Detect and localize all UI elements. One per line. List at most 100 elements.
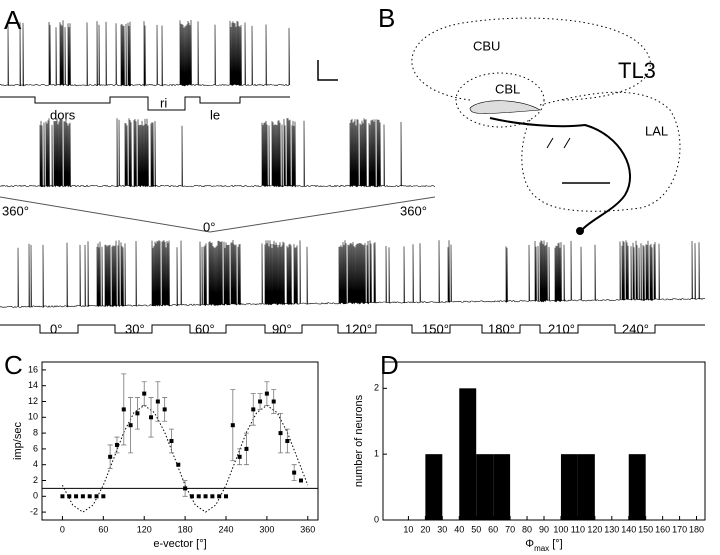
histogram-bar	[628, 454, 646, 520]
plot-frame	[41, 361, 319, 521]
data-point	[210, 494, 215, 499]
y-tick-label: 0	[374, 514, 379, 524]
y-tick-label: 12	[28, 396, 38, 406]
stimulus-label: ri	[160, 95, 167, 110]
data-point	[74, 494, 79, 499]
data-point	[251, 407, 256, 412]
scale-bar	[317, 60, 338, 81]
data-point	[128, 423, 133, 428]
data-point	[258, 399, 263, 404]
data-point	[183, 486, 188, 491]
data-point	[237, 454, 242, 459]
x-axis-label-part: max	[534, 544, 549, 553]
x-tick-label: 170	[672, 524, 687, 534]
y-tick-label: 4	[33, 459, 38, 469]
y-tick-label: 2	[33, 475, 38, 485]
stimulus-label: 120°	[345, 321, 372, 336]
data-point	[87, 494, 92, 499]
histogram-bar	[577, 454, 595, 520]
x-tick-label: 0	[60, 524, 65, 534]
data-point	[155, 399, 160, 404]
stimulus-label: 210°	[548, 321, 575, 336]
data-point	[244, 446, 249, 451]
x-tick-label: 60	[488, 524, 498, 534]
data-point	[94, 494, 99, 499]
x-tick-label: 120	[587, 524, 602, 534]
y-tick-label: 16	[28, 364, 38, 374]
x-axis-label-part: Φ	[525, 538, 534, 550]
data-point	[149, 415, 154, 420]
sweep-label: 360°	[400, 203, 427, 218]
y-tick-label: 6	[33, 443, 38, 453]
data-point	[121, 407, 126, 412]
data-point	[142, 391, 147, 396]
x-tick-label: 40	[454, 524, 464, 534]
stimulus-label: 0°	[50, 321, 62, 336]
neuron-label: TL3	[618, 58, 656, 83]
sweep-label: 0°	[203, 219, 215, 234]
y-tick-label: -2	[30, 506, 38, 516]
arrows	[546, 137, 571, 149]
x-tick-label: 50	[471, 524, 481, 534]
data-point	[114, 442, 119, 447]
stimulus-label: 150°	[422, 321, 449, 336]
lal-outline	[521, 91, 681, 212]
x-tick-label: 110	[571, 524, 585, 534]
y-axis-label: imp/sec	[12, 422, 24, 460]
x-tick-label: 100	[553, 524, 568, 534]
x-tick-label: 300	[259, 524, 274, 534]
arborization	[469, 100, 541, 114]
x-tick-label: 180	[689, 524, 704, 534]
data-point	[217, 494, 222, 499]
sweep-label: 360°	[2, 203, 29, 218]
neuron-drawing	[411, 17, 681, 235]
cbu-outline	[411, 17, 651, 101]
panel-letter: D	[380, 350, 399, 380]
stimulus-label: 30°	[125, 321, 145, 336]
stimulus-trace	[0, 96, 290, 111]
x-tick-label: 180	[178, 524, 193, 534]
spike-trace	[0, 117, 436, 188]
data-point	[271, 399, 276, 404]
data-point	[264, 391, 269, 396]
data-point	[203, 494, 208, 499]
y-tick-label: 14	[28, 380, 38, 390]
data-point	[278, 431, 283, 436]
x-tick-label: 150	[638, 524, 653, 534]
x-tick-label: 30	[437, 524, 447, 534]
data-point	[135, 411, 140, 416]
histogram-bar	[459, 388, 477, 520]
x-tick-label: 120	[137, 524, 152, 534]
histogram-bar	[425, 454, 443, 520]
data-point	[169, 439, 174, 443]
histogram-bar	[476, 454, 494, 520]
data-point	[285, 439, 290, 443]
x-tick-label: 140	[621, 524, 636, 534]
x-tick-label: 70	[505, 524, 515, 534]
histogram-bar	[493, 454, 511, 520]
x-tick-label: 10	[403, 524, 413, 534]
region-label: LAL	[645, 123, 668, 138]
y-tick-label: 8	[33, 427, 38, 437]
y-tick-label: 10	[28, 412, 38, 422]
stimulus-trace	[0, 324, 705, 334]
region-label: CBU	[473, 38, 500, 53]
data-point	[230, 423, 235, 428]
data-point	[176, 462, 181, 467]
data-point	[292, 470, 297, 475]
x-axis-label: e-vector [°]	[153, 538, 206, 550]
y-tick-label: 2	[374, 383, 379, 393]
stimulus-label: le	[210, 107, 220, 122]
x-tick-label: 130	[604, 524, 619, 534]
charts: 0 60 120 180 240 300 360-20246810121416imp/sec…	[12, 361, 706, 553]
stimulus-lines	[0, 60, 705, 334]
panel-letter: B	[378, 3, 395, 33]
sweep-line	[0, 196, 436, 233]
stimulus-labels: 0° 30° 60° 90° 120° 150° 180° 210° 240°	[50, 321, 649, 336]
x-axis-label-part: [°]	[552, 538, 563, 550]
panel-letters: A B C D	[4, 3, 399, 380]
data-point	[60, 494, 65, 499]
data-point	[224, 494, 228, 499]
x-tick-label: 240	[218, 524, 233, 534]
spike-traces	[0, 19, 706, 308]
